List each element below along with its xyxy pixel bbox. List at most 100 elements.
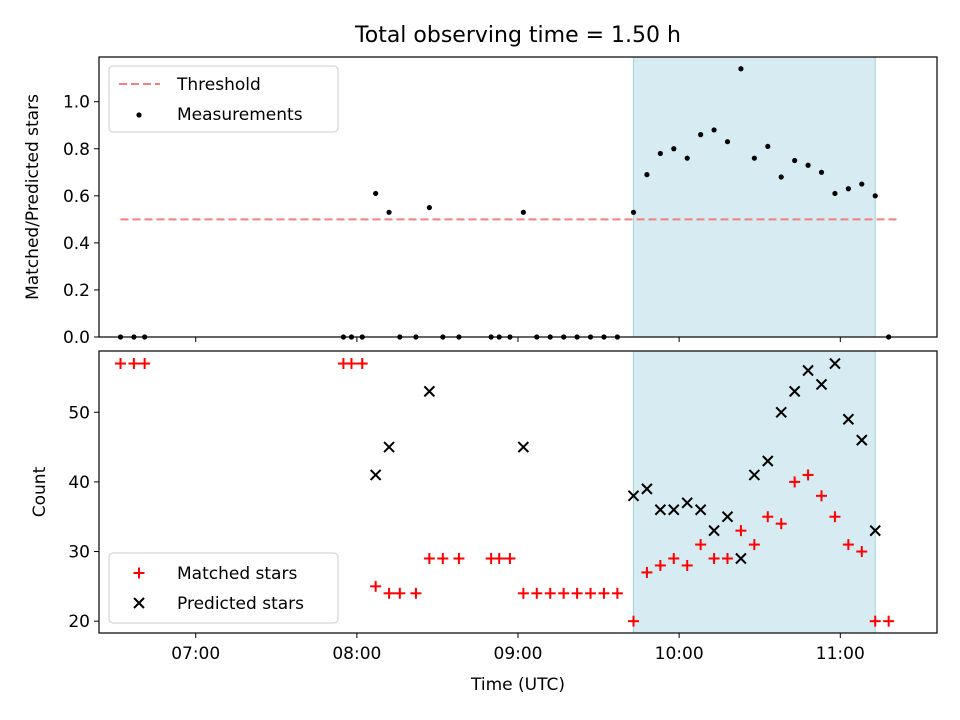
- measurement-point: [520, 209, 526, 215]
- top-legend: Threshold Measurements: [108, 65, 339, 133]
- predicted-star-point: [517, 441, 530, 453]
- predicted-star-point: [802, 364, 814, 377]
- matched-star-point: [383, 587, 395, 599]
- measurement-point: [778, 174, 784, 180]
- y-tick-label: 0.2: [63, 281, 90, 301]
- matched-star-point: [410, 587, 422, 599]
- matched-star-point: [856, 546, 868, 558]
- bottom-x-axis: 07:00 08:00 09:00 10:00 11:00: [171, 633, 865, 664]
- predicted-star-point: [735, 552, 747, 565]
- matched-star-point: [531, 587, 543, 599]
- observing-span-fill: [633, 351, 876, 633]
- predicted-star-point: [856, 434, 868, 446]
- measurement-point: [751, 155, 757, 161]
- matched-star-point: [681, 559, 693, 571]
- x-axis-label: Time (UTC): [470, 675, 565, 695]
- measurement-point: [818, 169, 825, 175]
- matched-star-point: [394, 587, 406, 599]
- top-y-axis-label: Matched/Predicted stars: [23, 94, 43, 300]
- y-tick-label: 0.6: [63, 187, 90, 207]
- matched-star-point: [544, 587, 556, 599]
- measurement-point: [386, 209, 392, 215]
- predicted-star-point: [815, 378, 828, 391]
- matched-star-point: [735, 525, 747, 537]
- predicted-star-point: [829, 357, 841, 370]
- predicted-star-point: [694, 504, 707, 516]
- y-tick-label: 20: [68, 612, 90, 632]
- measurement-point: [671, 146, 677, 152]
- predicted-star-point: [748, 469, 761, 481]
- measurement-point: [859, 181, 865, 187]
- matched-star-point: [627, 615, 639, 627]
- matched-star-point: [842, 539, 854, 551]
- matched-star-point: [762, 511, 774, 523]
- x-tick-label: 10:00: [655, 644, 704, 664]
- legend-measurements-label: Measurements: [177, 105, 303, 125]
- top-x-ticks: [195, 337, 841, 342]
- matched-star-point: [708, 552, 720, 564]
- matched-star-point: [356, 358, 368, 370]
- y-tick-label: 40: [68, 473, 90, 493]
- measurement-point: [657, 150, 663, 157]
- top-legend-box: [108, 65, 339, 133]
- matched-star-point: [370, 580, 382, 592]
- matched-star-point: [695, 539, 707, 551]
- predicted-star-point: [708, 524, 720, 537]
- x-tick-label: 07:00: [171, 644, 220, 664]
- matched-star-point: [802, 469, 814, 481]
- predicted-star-point: [721, 511, 734, 523]
- matched-star-point: [598, 587, 610, 599]
- predicted-star-point: [762, 455, 774, 467]
- predicted-star-point: [775, 406, 787, 418]
- matched-star-point: [504, 552, 516, 564]
- legend-matched-label: Matched stars: [177, 564, 297, 584]
- legend-predicted-swatch: [133, 597, 145, 609]
- measurement-point: [426, 204, 432, 211]
- measurement-point: [698, 132, 704, 138]
- predicted-star-point: [423, 385, 436, 398]
- legend-threshold-label: Threshold: [176, 75, 261, 95]
- matched-star-points: [114, 358, 895, 627]
- bottom-legend-box: [108, 552, 339, 624]
- matched-star-point: [128, 358, 140, 370]
- matched-star-point: [641, 566, 653, 578]
- x-tick-label: 09:00: [494, 644, 543, 664]
- chart-title: Total observing time = 1.50 h: [354, 23, 681, 48]
- matched-star-point: [571, 587, 583, 599]
- observing-span-bottom: [632, 351, 876, 633]
- matched-star-point: [722, 552, 733, 564]
- legend-predicted-label: Predicted stars: [177, 594, 304, 614]
- measurement-point: [738, 66, 744, 72]
- matched-star-point: [423, 552, 435, 564]
- bottom-y-axis-label: Count: [30, 466, 50, 517]
- predicted-star-point: [383, 441, 395, 453]
- predicted-star-point: [668, 504, 680, 516]
- bottom-y-axis: 20 30 40 50: [68, 403, 99, 632]
- matched-star-point: [654, 559, 666, 571]
- measurement-point: [644, 172, 650, 178]
- count-panel: 20 30 40 50 07:00 08:00 09:00 10:00 11:00 Count…: [30, 350, 938, 695]
- x-tick-label: 08:00: [332, 644, 381, 664]
- matched-star-point: [611, 587, 623, 599]
- measurement-point: [872, 193, 878, 199]
- matched-star-point: [789, 476, 801, 488]
- measurement-point: [684, 155, 690, 161]
- matched-star-point: [139, 358, 151, 370]
- measurement-point: [724, 139, 731, 145]
- y-tick-label: 0.8: [63, 140, 90, 160]
- measurement-point: [765, 143, 771, 150]
- measurement-point: [630, 209, 637, 215]
- measurement-point: [805, 162, 811, 168]
- predicted-star-point: [869, 524, 881, 537]
- legend-measurements-swatch: [136, 112, 142, 118]
- legend-matched-swatch: [133, 567, 145, 579]
- observing-span-fill: [633, 57, 876, 337]
- matched-star-point: [517, 587, 529, 599]
- y-tick-label: 0.4: [63, 234, 90, 254]
- predicted-star-point: [627, 490, 640, 502]
- measurement-point: [373, 190, 379, 197]
- matched-star-point: [775, 518, 787, 530]
- matched-star-point: [869, 615, 881, 627]
- measurement-point: [832, 190, 838, 197]
